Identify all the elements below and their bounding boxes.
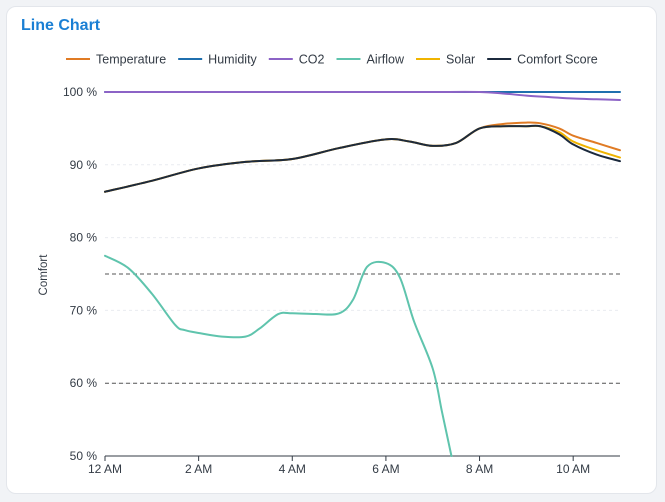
series-line-solar	[104, 124, 621, 193]
legend-label: Humidity	[208, 53, 257, 67]
series-line-co2	[104, 90, 621, 102]
legend-item-humidity[interactable]: Humidity	[178, 53, 258, 67]
legend-label: Comfort Score	[517, 53, 598, 67]
legend-item-co2[interactable]: CO2	[268, 53, 325, 67]
legend-label: CO2	[299, 53, 325, 67]
x-tick-label: 12 AM	[88, 462, 122, 476]
series-lines	[104, 90, 621, 457]
reference-lines	[105, 273, 620, 384]
chart-card: Line Chart	[6, 6, 657, 494]
x-tick-label: 6 AM	[372, 462, 399, 476]
legend-item-comfort-score[interactable]: Comfort Score	[487, 53, 598, 67]
legend-item-airflow[interactable]: Airflow	[336, 53, 405, 67]
x-tick-label: 4 AM	[279, 462, 306, 476]
y-tick-label: 60 %	[70, 376, 98, 390]
y-tick-label: 80 %	[70, 231, 98, 245]
series-line-comfort-score	[104, 124, 621, 193]
chart-legend: Temperature Humidity CO2 Airflow Solar Comfor…	[66, 53, 598, 67]
legend-label: Airflow	[366, 53, 404, 67]
legend-label: Solar	[446, 53, 475, 67]
legend-item-solar[interactable]: Solar	[416, 53, 475, 67]
y-tick-label: 100 %	[63, 85, 97, 99]
x-tick-label: 10 AM	[556, 462, 590, 476]
grid-lines	[105, 91, 620, 384]
legend-label: Temperature	[96, 53, 166, 67]
legend-item-temperature[interactable]: Temperature	[66, 53, 166, 67]
card-title: Line Chart	[21, 17, 101, 34]
y-tick-labels: 50 % 60 % 70 % 80 % 90 % 100 %	[63, 85, 97, 463]
series-line-temperature	[104, 121, 621, 193]
series-line-airflow	[104, 254, 453, 457]
x-tick-label: 8 AM	[466, 462, 493, 476]
y-tick-label: 70 %	[70, 303, 98, 317]
y-tick-label: 50 %	[70, 449, 98, 463]
y-tick-label: 90 %	[70, 158, 98, 172]
x-tick-label: 2 AM	[185, 462, 212, 476]
y-axis-title: Comfort	[38, 254, 50, 296]
x-tick-labels: 12 AM 2 AM 4 AM 6 AM 8 AM 10 AM	[88, 456, 590, 476]
